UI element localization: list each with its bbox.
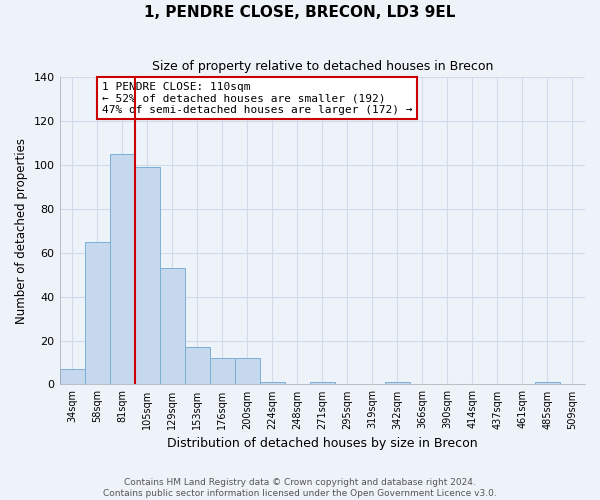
Bar [110,154,134,384]
Bar [209,358,235,384]
Bar [260,382,285,384]
Bar [535,382,560,384]
Bar [310,382,335,384]
Bar [160,268,185,384]
Bar [385,382,410,384]
Text: Contains HM Land Registry data © Crown copyright and database right 2024.
Contai: Contains HM Land Registry data © Crown c… [103,478,497,498]
Bar [59,369,85,384]
Bar [235,358,260,384]
Bar [185,347,209,385]
Text: 1 PENDRE CLOSE: 110sqm
← 52% of detached houses are smaller (192)
47% of semi-de: 1 PENDRE CLOSE: 110sqm ← 52% of detached… [101,82,412,115]
Title: Size of property relative to detached houses in Brecon: Size of property relative to detached ho… [152,60,493,73]
Bar [134,167,160,384]
Text: 1, PENDRE CLOSE, BRECON, LD3 9EL: 1, PENDRE CLOSE, BRECON, LD3 9EL [145,5,455,20]
Bar [85,242,110,384]
Y-axis label: Number of detached properties: Number of detached properties [15,138,28,324]
X-axis label: Distribution of detached houses by size in Brecon: Distribution of detached houses by size … [167,437,478,450]
